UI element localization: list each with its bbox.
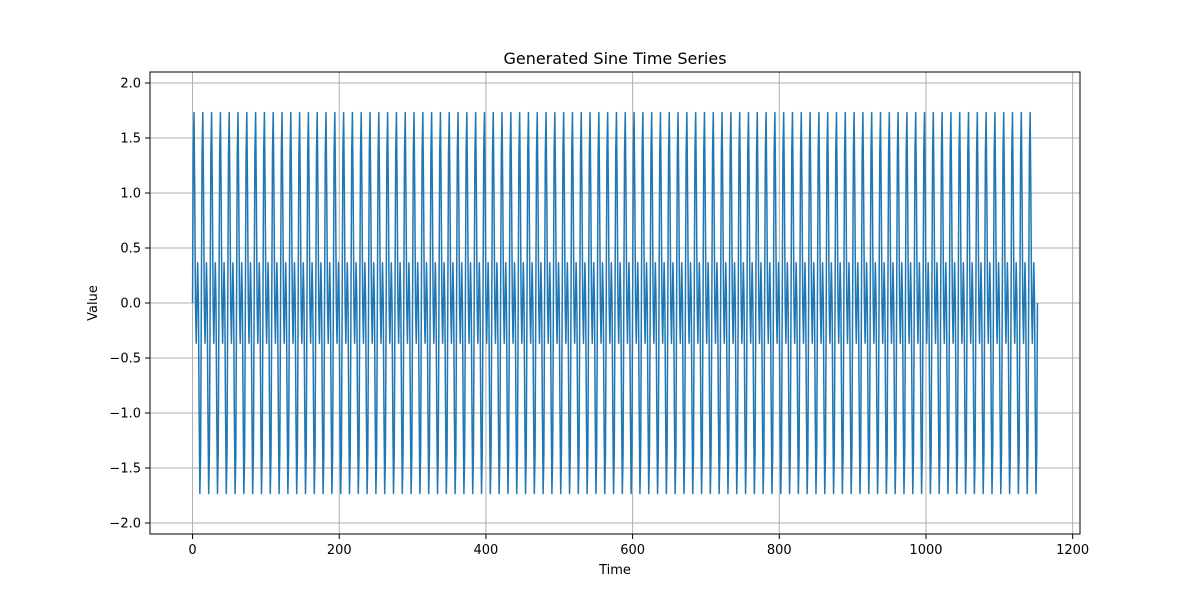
y-tick-label: −1.5 [109, 462, 141, 477]
x-axis-ticks: 0 200 400 600 800 1000 1200 [188, 534, 1089, 558]
x-tick-label: 1200 [1056, 543, 1089, 558]
x-tick-label: 0 [188, 543, 196, 558]
series-line [191, 111, 1039, 495]
chart-title: Generated Sine Time Series [503, 49, 726, 68]
y-tick-label: 0.0 [120, 297, 141, 312]
series-layer [191, 111, 1039, 495]
y-tick-label: −2.0 [109, 517, 141, 532]
y-axis-ticks: −2.0 −1.5 −1.0 −0.5 0.0 0.5 1.0 1.5 2.0 [109, 77, 150, 532]
x-tick-label: 800 [767, 543, 792, 558]
y-tick-label: 2.0 [120, 77, 141, 92]
x-tick-label: 400 [474, 543, 499, 558]
y-tick-label: 0.5 [120, 242, 141, 257]
y-tick-label: −1.0 [109, 407, 141, 422]
y-tick-label: 1.5 [120, 132, 141, 147]
x-tick-label: 600 [620, 543, 645, 558]
x-tick-label: 1000 [909, 543, 942, 558]
x-axis-label: Time [598, 563, 631, 578]
y-tick-label: −0.5 [109, 352, 141, 367]
y-axis-label: Value [86, 285, 101, 321]
x-tick-label: 200 [327, 543, 352, 558]
y-tick-label: 1.0 [120, 187, 141, 202]
